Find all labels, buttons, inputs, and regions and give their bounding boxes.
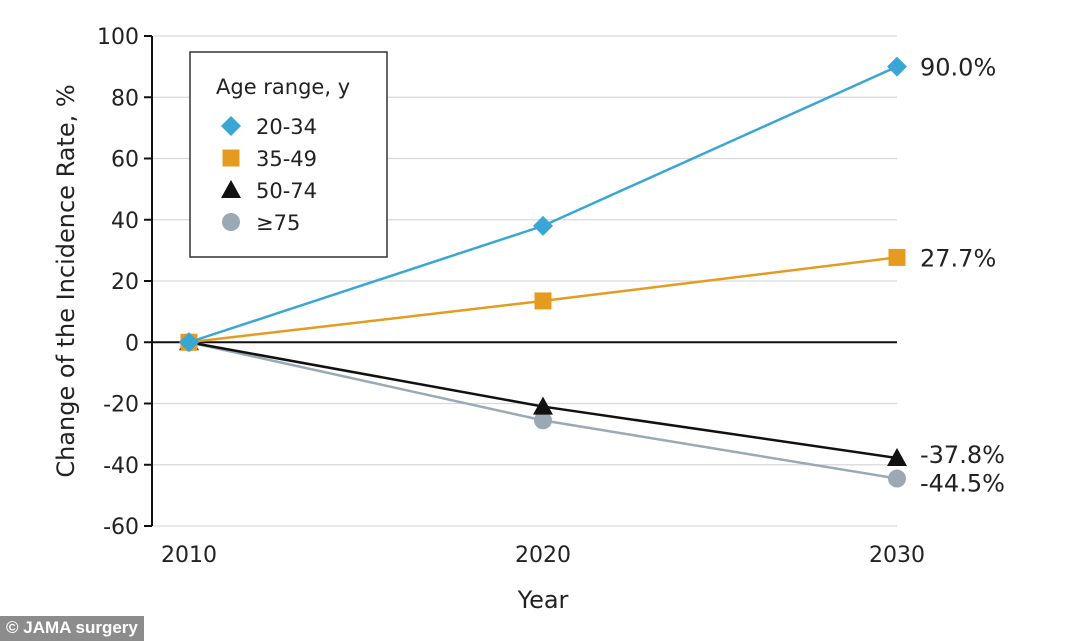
end-value-label: 27.7% — [920, 244, 996, 272]
series-group — [179, 56, 907, 488]
end-value-label: -37.8% — [920, 441, 1005, 469]
y-tick-label: 100 — [97, 25, 139, 50]
x-tick-labels: 2010 2020 2030 — [161, 543, 925, 568]
y-tick-label: -20 — [103, 393, 139, 418]
end-value-label: -44.5% — [920, 470, 1005, 498]
legend-label: 50-74 — [256, 179, 317, 203]
y-tick-label: -40 — [103, 454, 139, 479]
y-axis-label: Change of the Incidence Rate, % — [52, 84, 80, 477]
legend-marker — [222, 149, 240, 167]
legend-label: 35-49 — [256, 147, 317, 171]
data-point — [533, 215, 553, 236]
data-point — [534, 292, 552, 310]
legend-title: Age range, y — [216, 75, 350, 99]
data-point — [179, 332, 199, 353]
end-value-label: 90.0% — [920, 54, 996, 82]
data-point — [888, 248, 906, 266]
legend: Age range, y 20-34 35-49 50-74 ≥75 — [189, 51, 388, 258]
legend-marker — [221, 180, 241, 198]
data-point — [888, 469, 906, 488]
y-tick-label: 80 — [111, 86, 139, 111]
x-tick-label: 2010 — [161, 543, 217, 568]
y-tick-label: 20 — [111, 270, 139, 295]
y-tick-label: -60 — [103, 515, 139, 540]
legend-items: 20-34 35-49 50-74 ≥75 — [221, 115, 317, 235]
legend-label: 20-34 — [256, 115, 317, 139]
y-tick-label: 60 — [111, 148, 139, 173]
end-labels: 90.0% 27.7% -37.8%-44.5% — [920, 54, 1005, 498]
data-point — [534, 411, 552, 430]
y-tick-labels: 100 80 60 40 20 0 -20 -40 -60 — [97, 25, 139, 540]
data-point — [533, 396, 553, 415]
y-tick-label: 0 — [125, 331, 139, 356]
x-tick-label: 2030 — [869, 543, 925, 568]
legend-marker — [221, 116, 241, 136]
legend-label: ≥75 — [256, 211, 300, 235]
data-point — [887, 448, 907, 467]
x-axis-label: Year — [517, 586, 569, 614]
axes — [144, 35, 897, 527]
credit-label: © JAMA surgery — [0, 616, 144, 641]
data-point — [887, 56, 907, 77]
legend-marker — [222, 213, 240, 231]
y-tick-label: 40 — [111, 209, 139, 234]
x-tick-label: 2020 — [515, 543, 571, 568]
